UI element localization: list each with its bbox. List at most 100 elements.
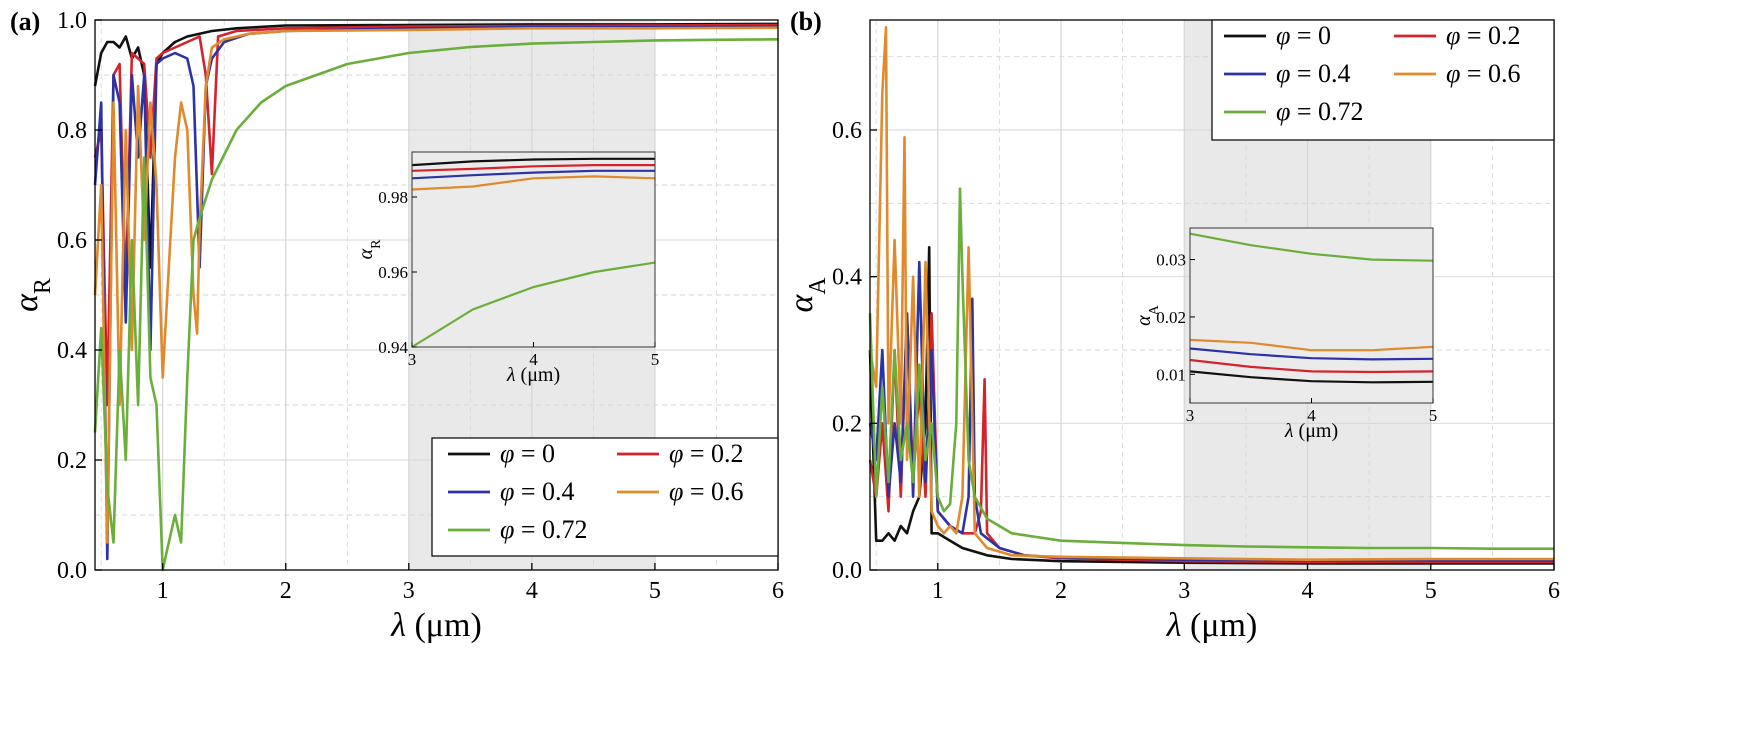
inset-x-tick-label: 3 — [408, 350, 417, 369]
y-axis-label-symbol: α — [8, 293, 45, 312]
plot-frame — [94, 19, 779, 571]
legend-value: = 0.4 — [1290, 59, 1350, 88]
y-tick-label: 0.2 — [57, 448, 87, 474]
y-tick-label: 0.4 — [57, 338, 87, 364]
y-axis-label-symbol: α — [783, 294, 820, 313]
x-tick-label: 1 — [932, 578, 944, 604]
x-tick-label: 2 — [1055, 578, 1067, 604]
x-tick-label: 6 — [1548, 578, 1560, 604]
y-axis-label-subscript: R — [30, 278, 56, 294]
inset-series-line-3 — [1189, 338, 1434, 352]
inset-x-axis-label-unit: (μm) — [516, 364, 561, 386]
x-tick-label: 6 — [772, 578, 784, 604]
legend-entry: φ = 0 — [500, 439, 555, 468]
legend-value: = 0.2 — [1460, 21, 1520, 50]
legend-value: = 0 — [1290, 21, 1331, 50]
series-line-4 — [868, 187, 1554, 551]
y-axis-label-subscript: A — [805, 277, 831, 295]
inset-series-line-2 — [1189, 347, 1434, 361]
legend-value: = 0.4 — [514, 477, 574, 506]
y-tick-label: 0.2 — [832, 411, 862, 437]
legend-value: = 0.6 — [683, 477, 743, 506]
y-axis-label: αR — [8, 278, 56, 312]
inset-x-tick-label: 5 — [651, 350, 660, 369]
legend-entry: φ = 0 — [1276, 21, 1331, 50]
y-tick-label: 0.4 — [832, 265, 862, 291]
inset-series-line-4 — [1189, 232, 1434, 262]
inset-series-line-1 — [1189, 358, 1434, 374]
x-tick-label: 3 — [403, 578, 415, 604]
legend-value: = 0.72 — [514, 515, 587, 544]
x-tick-label: 4 — [1302, 578, 1314, 604]
inset-y-tick-label: 0.02 — [1156, 308, 1186, 327]
legend-symbol: φ — [669, 439, 683, 468]
legend-symbol: φ — [1446, 59, 1460, 88]
inset-x-tick-label: 4 — [1307, 406, 1316, 425]
inset-series-line-0 — [1189, 370, 1434, 384]
inset-series-line-4 — [411, 261, 656, 348]
legend-entry: φ = 0.72 — [1276, 97, 1364, 126]
inset-y-axis-label: αR — [355, 239, 384, 260]
x-tick-label: 2 — [280, 578, 292, 604]
legend-symbol: φ — [500, 477, 514, 506]
x-tick-label: 3 — [1178, 578, 1190, 604]
inset-x-axis-label-symbol: λ — [1284, 420, 1294, 442]
legend-symbol: φ — [500, 515, 514, 544]
series-line-3 — [93, 26, 779, 544]
legend-value: = 0 — [514, 439, 555, 468]
inset-x-tick-label: 5 — [1429, 406, 1438, 425]
inset-series-line-3 — [411, 175, 656, 191]
inset-x-tick-label: 3 — [1186, 406, 1195, 425]
legend-entry: φ = 0.72 — [500, 515, 588, 544]
y-tick-label: 0.6 — [832, 118, 862, 144]
inset-y-axis-label-subscript: R — [369, 239, 384, 249]
inset-y-tick-label: 0.98 — [378, 188, 408, 207]
x-tick-label: 4 — [526, 578, 538, 604]
legend-symbol: φ — [500, 439, 514, 468]
legend-entry: φ = 0.6 — [669, 477, 744, 506]
y-tick-label: 0.0 — [57, 558, 87, 584]
panel-label: (a) — [10, 7, 40, 36]
x-tick-label: 5 — [649, 578, 661, 604]
x-axis-label-unit: (μm) — [406, 607, 482, 644]
legend-entry: φ = 0.4 — [1276, 59, 1351, 88]
inset-series-line-1 — [411, 164, 655, 172]
inset-y-tick-label: 0.94 — [378, 338, 408, 357]
legend-value: = 0.72 — [1290, 97, 1363, 126]
inset-x-axis-label: λ (μm) — [1284, 420, 1338, 442]
series-line-4 — [93, 38, 779, 572]
legend-symbol: φ — [1276, 97, 1290, 126]
y-tick-label: 1.0 — [57, 8, 87, 34]
panel-a: 1 2 3 4 5 60.00.20.40.60.81.0(a)λ (μm)αRφ = 0… — [8, 7, 784, 644]
y-tick-label: 0.0 — [832, 558, 862, 584]
inset-series-line-0 — [411, 157, 655, 167]
legend-symbol: φ — [1276, 21, 1290, 50]
inset-x-axis-label-unit: (μm) — [1294, 420, 1339, 442]
legend-box — [431, 437, 779, 557]
legend-symbol: φ — [1446, 21, 1460, 50]
legend-value: = 0.6 — [1460, 59, 1520, 88]
inset-y-tick-label: 0.01 — [1156, 365, 1186, 384]
inset-x-tick-label: 4 — [529, 350, 538, 369]
x-axis-label-symbol: λ — [1166, 607, 1182, 644]
inset-y-axis-label-symbol: α — [1133, 315, 1155, 326]
inset-x-axis-label-symbol: λ — [506, 364, 516, 386]
y-tick-label: 0.6 — [57, 228, 87, 254]
inset-y-tick-label: 0.96 — [378, 263, 408, 282]
inset-frame-bg — [411, 151, 656, 348]
inset: 3 4 5 0.01 0.02 0.03 λ (μm) αA — [1133, 227, 1438, 442]
x-tick-label: 5 — [1425, 578, 1437, 604]
x-axis-label-unit: (μm) — [1181, 607, 1257, 644]
x-axis-label-symbol: λ — [390, 607, 406, 644]
legend-value: = 0.2 — [683, 439, 743, 468]
inset-y-tick-label: 0.03 — [1156, 251, 1186, 270]
legend-box — [1211, 19, 1555, 141]
inset-x-axis-label: λ (μm) — [506, 364, 560, 386]
legend-symbol: φ — [1276, 59, 1290, 88]
x-axis-label: λ (μm) — [390, 607, 482, 644]
legend-entry: φ = 0.2 — [669, 439, 744, 468]
series-line-1 — [93, 23, 779, 407]
inset: 3 4 5 0.94 0.96 0.98 λ (μm) αR — [355, 151, 660, 386]
